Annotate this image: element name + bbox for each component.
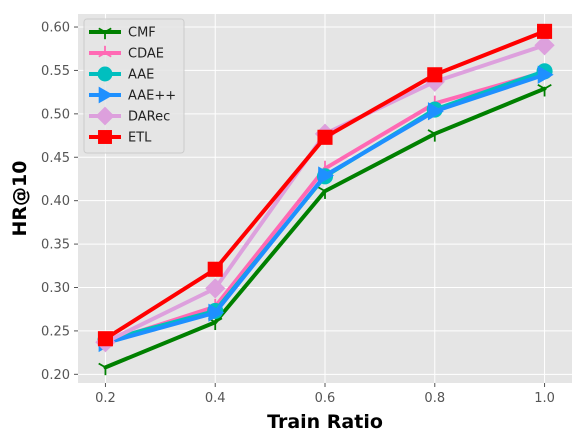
marker-arm [214, 317, 223, 324]
legend-label: AAE [128, 68, 154, 83]
y-tick-label: 0.60 [41, 21, 70, 36]
data-point-cmf [317, 186, 333, 199]
marker-arm [98, 52, 106, 58]
legend-swatch-marker [98, 86, 114, 104]
y-axis-label: HR@10 [9, 161, 31, 237]
x-tick-label: 0.8 [424, 391, 445, 406]
legend-swatch-marker [98, 27, 112, 40]
data-point-aae [208, 303, 225, 322]
marker-arm [544, 83, 552, 90]
marker-arm [537, 83, 546, 90]
y-tick-label: 0.20 [41, 368, 70, 383]
data-point-etl [317, 129, 333, 145]
x-tick-label: 0.4 [205, 391, 226, 406]
marker-arm [317, 186, 326, 192]
data-point-cmf [537, 83, 552, 97]
legend-item-cdae: CDAE [89, 45, 164, 62]
legend-swatch-marker [98, 130, 112, 144]
legend-label: DARec [128, 110, 170, 125]
y-tick-label: 0.45 [41, 151, 70, 166]
legend-item-darec: DARec [89, 106, 170, 126]
series-layer [95, 23, 555, 376]
x-tick-label: 0.6 [315, 391, 336, 406]
y-tick-label: 0.55 [41, 64, 70, 79]
data-point-etl [427, 67, 443, 83]
marker-arm [104, 52, 112, 58]
y-tick-label: 0.40 [41, 194, 70, 209]
legend-label: CDAE [128, 47, 164, 62]
marker-arm [104, 362, 113, 369]
legend: CMF CDAE AAE AAE++ DARec ETL [83, 18, 185, 154]
series-etl [97, 23, 553, 347]
legend-swatch-marker [95, 106, 115, 126]
marker-arm [434, 129, 442, 135]
data-point-etl [207, 261, 223, 277]
x-tick-label: 1.0 [534, 391, 555, 406]
legend-label: ETL [128, 131, 152, 146]
legend-item-etl: ETL [89, 130, 152, 146]
legend-swatch-marker [97, 66, 113, 82]
data-point-darec [205, 278, 226, 299]
data-point-etl [537, 23, 553, 39]
marker-arm [98, 362, 106, 369]
data-point-etl [97, 331, 113, 347]
y-tick-label: 0.25 [41, 324, 70, 339]
legend-item-cmf: CMF [89, 26, 156, 41]
x-axis-label: Train Ratio [267, 411, 383, 433]
data-point-aae [427, 102, 444, 121]
legend-label: AAE++ [128, 89, 176, 104]
legend-item-aae: AAE++ [89, 86, 176, 104]
y-tick-label: 0.50 [41, 107, 70, 122]
axes: 0.20 0.25 0.30 0.35 0.40 0.45 0.50 0.55 0.60 0.2 0… [41, 21, 555, 406]
x-tick-label: 0.2 [95, 391, 116, 406]
data-point-cmf [98, 362, 113, 376]
marker-arm [98, 27, 106, 33]
data-point-darec [534, 35, 555, 56]
marker-arm [324, 186, 333, 192]
y-tick-label: 0.35 [41, 238, 70, 253]
legend-label: CMF [128, 26, 156, 41]
legend-swatch-marker [98, 45, 112, 58]
data-point-aae [318, 166, 335, 185]
marker-arm [104, 27, 112, 33]
marker-arm [427, 129, 436, 135]
y-tick-label: 0.30 [41, 281, 70, 296]
legend-item-aae: AAE [89, 66, 154, 83]
data-point-cmf [427, 129, 442, 142]
data-point-aae [537, 65, 554, 84]
